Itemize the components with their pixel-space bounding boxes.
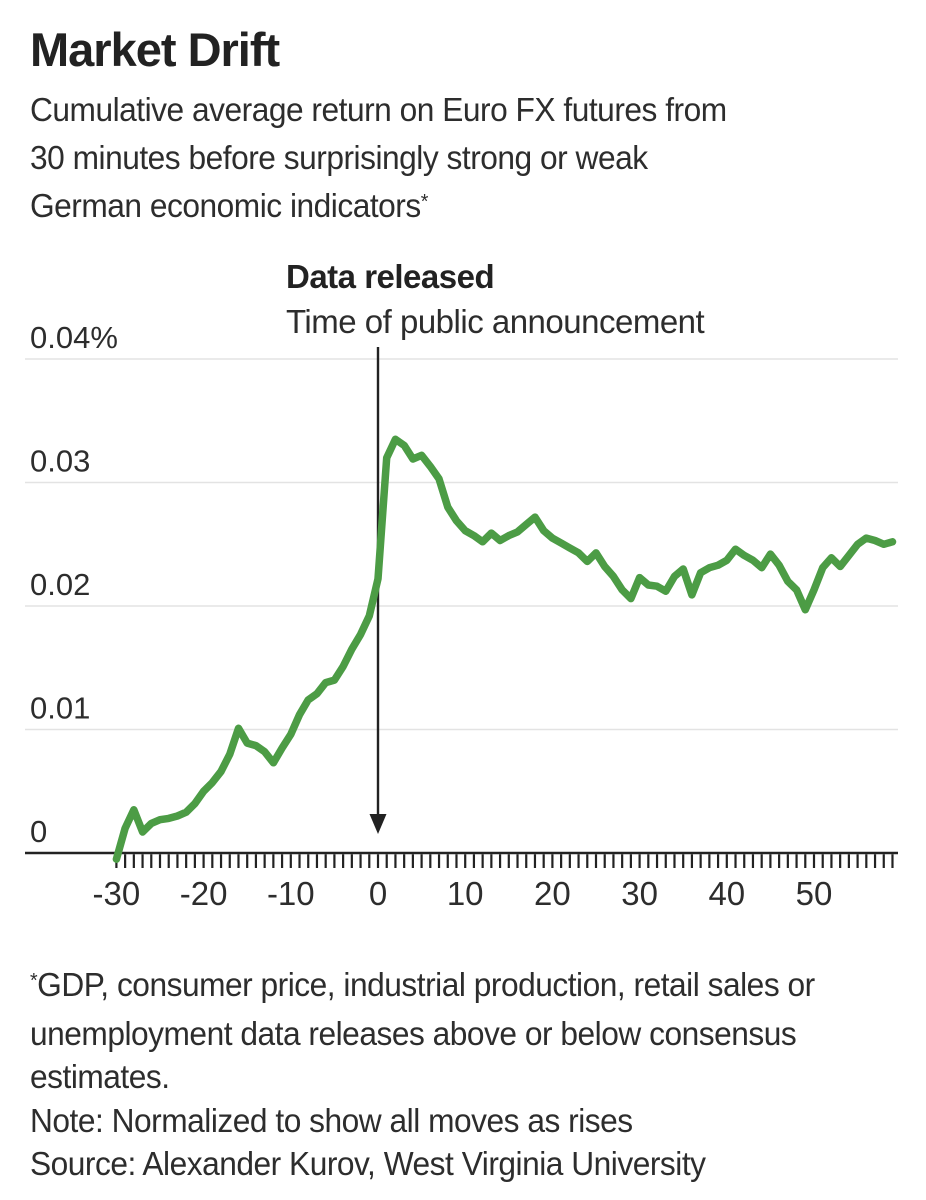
x-axis-tick-label: 40 bbox=[708, 875, 745, 912]
y-axis-tick-label: 0 bbox=[30, 814, 47, 849]
y-axis-tick-label: 0.02 bbox=[30, 567, 90, 602]
event-annotation-subtitle: Time of public announcement bbox=[286, 303, 705, 340]
page-title: Market Drift bbox=[30, 23, 280, 76]
subtitle-line: 30 minutes before surprisingly strong or… bbox=[30, 139, 648, 176]
x-axis-tick-label: 20 bbox=[534, 875, 571, 912]
source-line: Source: Alexander Kurov, West Virginia U… bbox=[30, 1145, 706, 1182]
x-axis-tick-label: 0 bbox=[369, 875, 387, 912]
announcement-arrow-head bbox=[369, 814, 387, 834]
event-annotation: Data released Time of public announcemen… bbox=[286, 254, 705, 344]
footnote-mark: * bbox=[30, 968, 38, 992]
event-annotation-title: Data released bbox=[286, 258, 495, 295]
note-line: Note: Normalized to show all moves as ri… bbox=[30, 1101, 633, 1139]
chart-footer: *GDP, consumer price, industrial product… bbox=[30, 963, 815, 1186]
x-axis-tick-label: -30 bbox=[93, 875, 141, 912]
x-axis-tick-label: -20 bbox=[180, 875, 228, 912]
series-line bbox=[112, 435, 897, 863]
y-axis-tick-label: 0.01 bbox=[30, 691, 90, 726]
subtitle-line: Cumulative average return on Euro FX fut… bbox=[30, 91, 727, 128]
subtitle-line: German economic indicators* bbox=[30, 187, 429, 224]
footnote-line: estimates. bbox=[30, 1058, 170, 1095]
x-axis-tick-label: -10 bbox=[267, 875, 315, 912]
footnote-line: unemployment data releases above or belo… bbox=[30, 1014, 797, 1052]
x-axis-tick-label: 50 bbox=[796, 875, 833, 912]
chart-subtitle: Cumulative average return on Euro FX fut… bbox=[30, 86, 727, 235]
x-axis-tick-label: 10 bbox=[447, 875, 484, 912]
y-axis-tick-label: 0.03 bbox=[30, 444, 90, 479]
footnote-mark: * bbox=[420, 189, 429, 213]
y-axis-tick-label: 0.04% bbox=[30, 320, 118, 355]
footnote-line: *GDP, consumer price, industrial product… bbox=[30, 966, 815, 1003]
x-axis-tick-label: 30 bbox=[621, 875, 658, 912]
